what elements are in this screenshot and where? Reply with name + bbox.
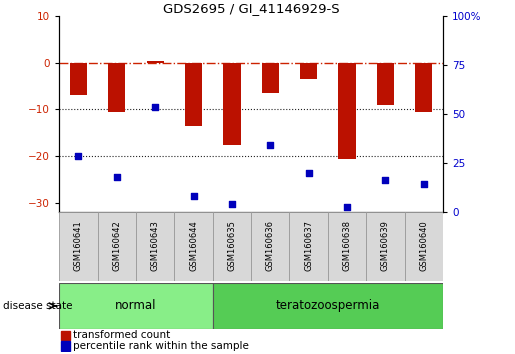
Bar xyxy=(404,212,443,281)
Text: GSM160642: GSM160642 xyxy=(112,220,121,271)
Point xyxy=(151,104,159,110)
Bar xyxy=(61,341,70,351)
Text: percentile rank within the sample: percentile rank within the sample xyxy=(73,341,249,351)
Bar xyxy=(174,212,213,281)
Text: GSM160641: GSM160641 xyxy=(74,220,83,271)
Bar xyxy=(338,63,356,159)
Point xyxy=(381,177,389,183)
Bar xyxy=(98,212,136,281)
Bar xyxy=(59,283,213,329)
Bar xyxy=(108,63,126,112)
Bar xyxy=(61,331,70,340)
Text: GSM160637: GSM160637 xyxy=(304,220,313,271)
Bar xyxy=(213,283,443,329)
Point xyxy=(113,175,121,180)
Bar xyxy=(366,212,405,281)
Point xyxy=(190,193,198,199)
Bar xyxy=(300,63,317,79)
Bar xyxy=(262,63,279,93)
Bar xyxy=(251,212,289,281)
Text: teratozoospermia: teratozoospermia xyxy=(276,299,380,312)
Text: disease state: disease state xyxy=(3,301,72,311)
Bar xyxy=(328,212,366,281)
Text: GSM160638: GSM160638 xyxy=(342,220,351,271)
Bar xyxy=(70,63,87,96)
Point xyxy=(228,201,236,207)
Text: GSM160644: GSM160644 xyxy=(189,220,198,271)
Point xyxy=(343,204,351,210)
Point xyxy=(304,170,313,176)
Bar xyxy=(376,63,394,105)
Bar xyxy=(415,63,433,112)
Bar xyxy=(59,212,98,281)
Title: GDS2695 / GI_41146929-S: GDS2695 / GI_41146929-S xyxy=(163,2,339,15)
Point xyxy=(266,142,274,147)
Text: GSM160640: GSM160640 xyxy=(419,220,428,271)
Text: GSM160643: GSM160643 xyxy=(151,220,160,271)
Bar xyxy=(136,212,174,281)
Bar xyxy=(185,63,202,126)
Point xyxy=(420,182,428,187)
Text: GSM160635: GSM160635 xyxy=(228,220,236,271)
Bar xyxy=(146,61,164,63)
Text: transformed count: transformed count xyxy=(73,330,170,341)
Text: normal: normal xyxy=(115,299,157,312)
Point xyxy=(74,153,82,159)
Text: GSM160636: GSM160636 xyxy=(266,220,274,271)
Text: GSM160639: GSM160639 xyxy=(381,220,390,271)
Bar xyxy=(213,212,251,281)
Bar xyxy=(223,63,241,144)
Bar xyxy=(289,212,328,281)
